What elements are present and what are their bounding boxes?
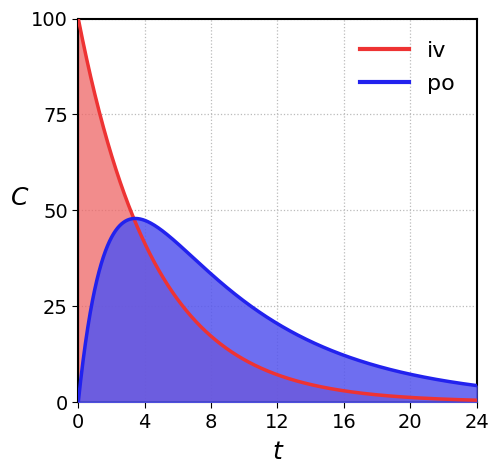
Legend: iv, po: iv, po xyxy=(349,30,466,105)
Y-axis label: C: C xyxy=(11,186,28,210)
X-axis label: t: t xyxy=(272,440,282,464)
